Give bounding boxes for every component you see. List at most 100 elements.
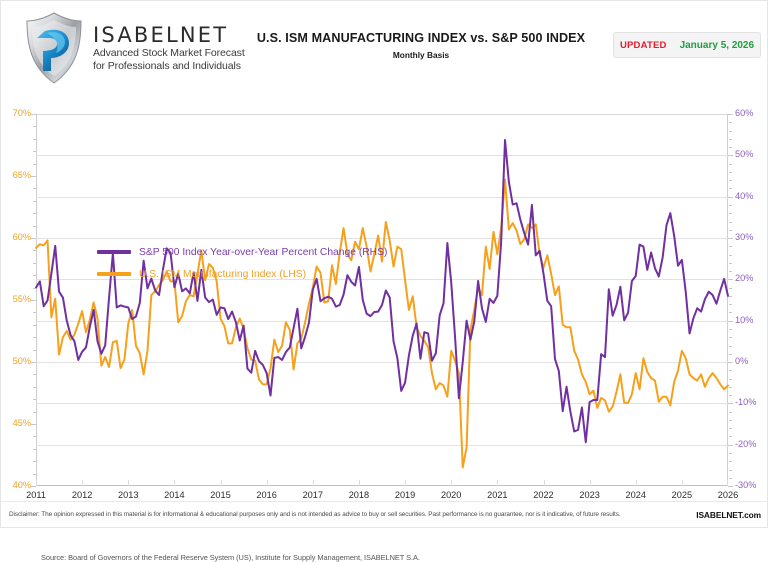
brand-name: ISABELNET (93, 22, 229, 47)
x-axis-tick (681, 480, 683, 486)
gridline (36, 155, 728, 157)
x-axis-tick-label: 2012 (71, 490, 93, 500)
brand-tagline-2: for Professionals and Individuals (93, 60, 241, 73)
right-axis-minor-tick (729, 271, 732, 273)
right-axis-tick-label: 50% (735, 149, 754, 160)
left-axis-minor-tick (33, 275, 36, 277)
left-axis-tick (31, 486, 36, 487)
left-axis-minor-tick (33, 448, 36, 450)
x-axis-tick-label: 2015 (210, 490, 231, 500)
x-axis-tick (543, 480, 545, 486)
x-axis-tick (635, 480, 637, 486)
right-axis-tick (728, 238, 733, 239)
plot-border-left (36, 114, 37, 486)
x-axis-tick (405, 480, 407, 486)
right-axis-minor-tick (729, 221, 732, 223)
left-axis-tick-label: 45% (12, 418, 31, 428)
right-axis-minor-tick (729, 246, 732, 248)
x-axis-tick-label: 2018 (348, 490, 370, 500)
chart-area: 40% 45% 50% 55% 60% 65% 70% -30% -20% -10% 0% 10% 2… (1, 93, 768, 562)
left-axis-minor-tick (33, 163, 36, 165)
left-axis-minor-tick (33, 250, 36, 252)
brand-tagline-1: Advanced Stock Market Forecast (93, 47, 245, 59)
left-axis-minor-tick (33, 399, 36, 401)
left-axis-minor-tick (33, 386, 36, 388)
right-axis-minor-tick (729, 130, 732, 132)
left-axis-minor-tick (33, 213, 36, 215)
brand-logo: ISABELNET Advanced Stock Market Forecast… (23, 9, 273, 87)
x-axis-tick (266, 480, 268, 486)
right-axis-minor-tick (729, 353, 732, 355)
ism-line (35, 178, 729, 469)
right-axis-tick-label: -30% (735, 480, 757, 490)
right-axis-tick-label: 30% (735, 232, 754, 242)
left-axis-minor-tick (33, 312, 36, 314)
right-axis-minor-tick (729, 304, 732, 306)
right-axis-minor-tick (729, 138, 732, 140)
left-axis-minor-tick (33, 461, 36, 463)
right-axis-minor-tick (729, 254, 732, 256)
series-lines (35, 139, 729, 469)
x-axis-tick (128, 480, 130, 486)
chart-legend: S&P 500 Index Year-over-Year Percent Cha… (97, 241, 387, 285)
right-axis-minor-tick (729, 378, 732, 380)
right-axis-tick (728, 279, 733, 281)
left-axis-minor-tick (33, 151, 36, 153)
right-axis-minor-tick (729, 328, 732, 330)
legend-label-ism: U.S. ISM Manufacturing Index (LHS) (139, 268, 307, 280)
left-axis-minor-tick (33, 225, 36, 227)
right-axis-tick-label: 0% (735, 356, 749, 366)
right-axis-tick (728, 362, 733, 363)
right-axis-tick (728, 403, 733, 405)
page-subtitle: Monthly Basis (392, 50, 450, 60)
plot-border-right (727, 114, 728, 486)
left-axis-minor-tick (33, 436, 36, 438)
left-axis-tick-label: 40% (12, 480, 31, 490)
right-axis-tick (728, 486, 733, 487)
right-axis-tick (728, 114, 733, 115)
x-axis-tick (174, 480, 176, 486)
legend-item-ism: U.S. ISM Manufacturing Index (LHS) (97, 263, 387, 285)
left-axis-tick (31, 300, 36, 301)
header: ISABELNET Advanced Stock Market Forecast… (1, 1, 768, 93)
right-axis-tick-label: 60% (735, 108, 754, 118)
plot-border-top (36, 114, 728, 115)
right-axis-tick-label: -20% (735, 438, 757, 449)
title-block: U.S. ISM MANUFACTURING INDEX vs. S&P 500… (251, 31, 591, 60)
updated-date: January 5, 2026 (679, 39, 755, 51)
x-axis-tick-label: 2026 (717, 490, 739, 500)
left-axis-tick (31, 362, 36, 363)
right-axis-tick-label: 40% (735, 190, 754, 201)
right-axis-minor-tick (729, 122, 732, 124)
x-axis-tick-label: 2013 (118, 490, 139, 500)
gridline (36, 444, 728, 446)
left-axis-tick (31, 176, 36, 177)
x-axis-tick-label: 2025 (671, 490, 693, 500)
right-axis-minor-tick (729, 461, 732, 463)
right-axis-minor-tick (729, 229, 732, 231)
right-axis-tick-label: 20% (735, 273, 754, 284)
left-axis-tick-label: 55% (12, 294, 31, 304)
x-axis-tick-label: 2014 (164, 490, 185, 500)
footer: Disclaimer: The opinion expressed in thi… (1, 501, 768, 527)
right-axis-minor-tick (729, 428, 732, 430)
x-axis-tick (727, 480, 728, 486)
left-axis-tick-label: 70% (12, 108, 31, 118)
right-axis-tick-label: 10% (735, 314, 754, 325)
x-axis-tick (36, 480, 37, 486)
legend-label-sp500: S&P 500 Index Year-over-Year Percent Cha… (139, 246, 388, 258)
x-axis-tick (451, 480, 453, 486)
x-axis-tick-label: 2022 (533, 490, 554, 500)
x-axis-tick-label: 2017 (302, 490, 324, 500)
right-axis-tick (728, 320, 733, 322)
brand-text: ISABELNET Advanced Stock Market Forecast… (93, 24, 245, 72)
disclaimer-text: Disclaimer: The opinion expressed in thi… (9, 511, 621, 518)
right-axis-minor-tick (729, 337, 732, 339)
gridline (36, 279, 728, 281)
updated-badge: UPDATED January 5, 2026 (613, 32, 761, 58)
x-axis-tick-label: 2016 (256, 490, 277, 500)
right-axis-minor-tick (729, 171, 732, 173)
legend-item-sp500: S&P 500 Index Year-over-Year Percent Cha… (97, 241, 387, 263)
left-axis-minor-tick (33, 324, 36, 326)
right-axis-minor-tick (729, 213, 732, 215)
